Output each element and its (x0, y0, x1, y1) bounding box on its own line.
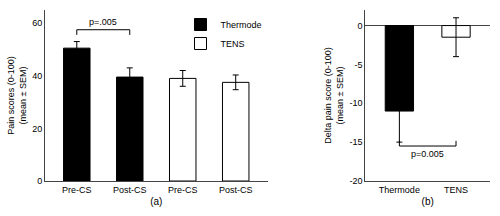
svg-text:p=.005: p=.005 (89, 17, 117, 27)
svg-text:-10: -10 (350, 98, 363, 108)
svg-text:p=0.005: p=0.005 (411, 149, 444, 159)
svg-text:-5: -5 (355, 60, 363, 70)
svg-text:Thermode: Thermode (379, 185, 420, 195)
svg-text:Pre-CS: Pre-CS (168, 185, 198, 195)
svg-text:Thermode: Thermode (221, 20, 262, 30)
svg-text:Pain scores (0-100)(mean ± SEM: Pain scores (0-100)(mean ± SEM) (6, 56, 28, 135)
svg-text:(a): (a) (150, 196, 162, 207)
svg-text:0: 0 (37, 176, 42, 186)
svg-text:Post-CS: Post-CS (219, 185, 253, 195)
svg-text:0: 0 (358, 21, 363, 31)
svg-text:Pre-CS: Pre-CS (62, 185, 92, 195)
svg-text:TENS: TENS (221, 39, 245, 49)
svg-text:(b): (b) (422, 196, 434, 207)
svg-text:TENS: TENS (444, 185, 468, 195)
svg-text:-20: -20 (350, 176, 363, 186)
svg-text:20: 20 (32, 124, 42, 134)
svg-text:-15: -15 (350, 137, 363, 147)
svg-text:Delta pain score (0-100)(mean: Delta pain score (0-100)(mean ± SEM) (323, 47, 345, 144)
svg-text:40: 40 (32, 71, 42, 81)
svg-text:Post-CS: Post-CS (113, 185, 147, 195)
svg-text:60: 60 (32, 18, 42, 28)
